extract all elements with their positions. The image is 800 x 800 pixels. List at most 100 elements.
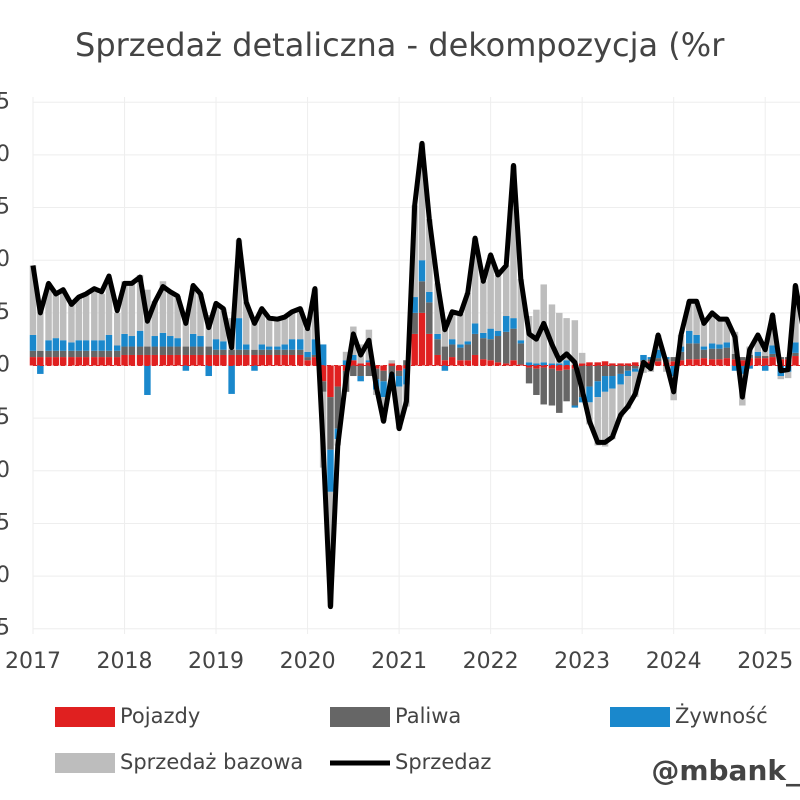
bar <box>380 365 387 371</box>
bar <box>693 343 700 360</box>
bar <box>304 328 311 352</box>
bar <box>372 365 380 369</box>
bar <box>365 362 373 366</box>
bar <box>609 388 616 440</box>
bar <box>68 304 75 343</box>
bar <box>457 360 464 366</box>
bar <box>556 363 563 366</box>
bar <box>480 332 487 339</box>
bar <box>288 339 296 350</box>
bar <box>128 346 136 355</box>
bar <box>601 361 609 366</box>
bar <box>52 350 60 358</box>
bar <box>182 354 190 366</box>
legend-swatch <box>55 707 115 727</box>
bar <box>533 368 540 395</box>
bar <box>723 342 731 348</box>
bar <box>105 334 113 351</box>
legend-label: Sprzedaz <box>395 750 491 774</box>
bar <box>281 317 288 345</box>
bar <box>708 343 716 349</box>
bar <box>258 349 266 355</box>
bar <box>228 365 235 394</box>
bar <box>502 316 510 332</box>
bar <box>113 357 121 366</box>
bar <box>59 289 67 341</box>
bar <box>174 354 181 366</box>
bar <box>540 367 547 405</box>
bar <box>471 238 479 324</box>
bar <box>525 367 533 384</box>
bar <box>59 350 67 358</box>
bar <box>723 319 731 343</box>
legend-label: Sprzedaż bazowa <box>120 750 303 774</box>
bar <box>754 351 762 357</box>
bar <box>670 361 677 366</box>
bar <box>571 405 579 408</box>
bar <box>45 283 52 341</box>
bar <box>464 341 471 345</box>
bar <box>82 340 90 351</box>
bar <box>235 240 243 319</box>
y-tick-label: -15 <box>0 510 10 535</box>
bar <box>480 281 487 333</box>
bar <box>68 342 75 351</box>
bar <box>327 491 334 607</box>
legend-label: Pojazdy <box>120 704 200 728</box>
bar <box>517 279 525 341</box>
bar <box>723 358 731 366</box>
bar <box>777 376 785 380</box>
bar <box>632 362 639 366</box>
bar <box>395 370 403 377</box>
bar <box>708 359 716 366</box>
bar <box>342 351 350 361</box>
bar <box>380 370 387 382</box>
bar <box>457 347 464 361</box>
bar <box>82 350 90 358</box>
bar <box>761 365 769 371</box>
bar <box>144 365 151 395</box>
bar <box>75 297 83 341</box>
bar <box>510 318 517 329</box>
bar <box>617 384 624 418</box>
watermark: @mbank_ <box>651 754 800 787</box>
bar <box>624 376 632 409</box>
bar <box>418 281 426 313</box>
bar <box>174 338 181 347</box>
bar <box>708 312 716 344</box>
bar <box>769 357 776 366</box>
bar <box>502 363 510 366</box>
bar <box>380 381 387 398</box>
bar <box>297 349 304 355</box>
bar <box>228 354 235 366</box>
bar <box>716 319 723 345</box>
bar <box>235 318 243 350</box>
bar <box>510 328 517 361</box>
bar <box>533 363 540 366</box>
bar <box>487 339 494 361</box>
bar <box>632 365 639 369</box>
bar <box>189 333 197 347</box>
bar <box>136 354 144 366</box>
x-tick-label: 2018 <box>97 649 153 674</box>
bar <box>182 365 190 371</box>
bar <box>792 352 799 357</box>
legend-label: Paliwa <box>395 704 461 728</box>
bar <box>251 354 258 366</box>
bar <box>281 344 288 350</box>
bar <box>297 354 304 366</box>
bar <box>251 318 258 350</box>
bar <box>464 344 471 361</box>
bar <box>677 360 685 366</box>
bar <box>350 365 357 377</box>
bar <box>105 278 113 335</box>
y-tick-label: 0 <box>0 353 10 378</box>
bar <box>311 354 319 358</box>
bar <box>91 357 98 366</box>
bar <box>761 358 769 366</box>
bar <box>418 312 426 366</box>
y-tick-label: 10 <box>0 247 10 272</box>
bar <box>700 358 708 366</box>
bar <box>548 304 556 364</box>
bar <box>281 354 288 366</box>
